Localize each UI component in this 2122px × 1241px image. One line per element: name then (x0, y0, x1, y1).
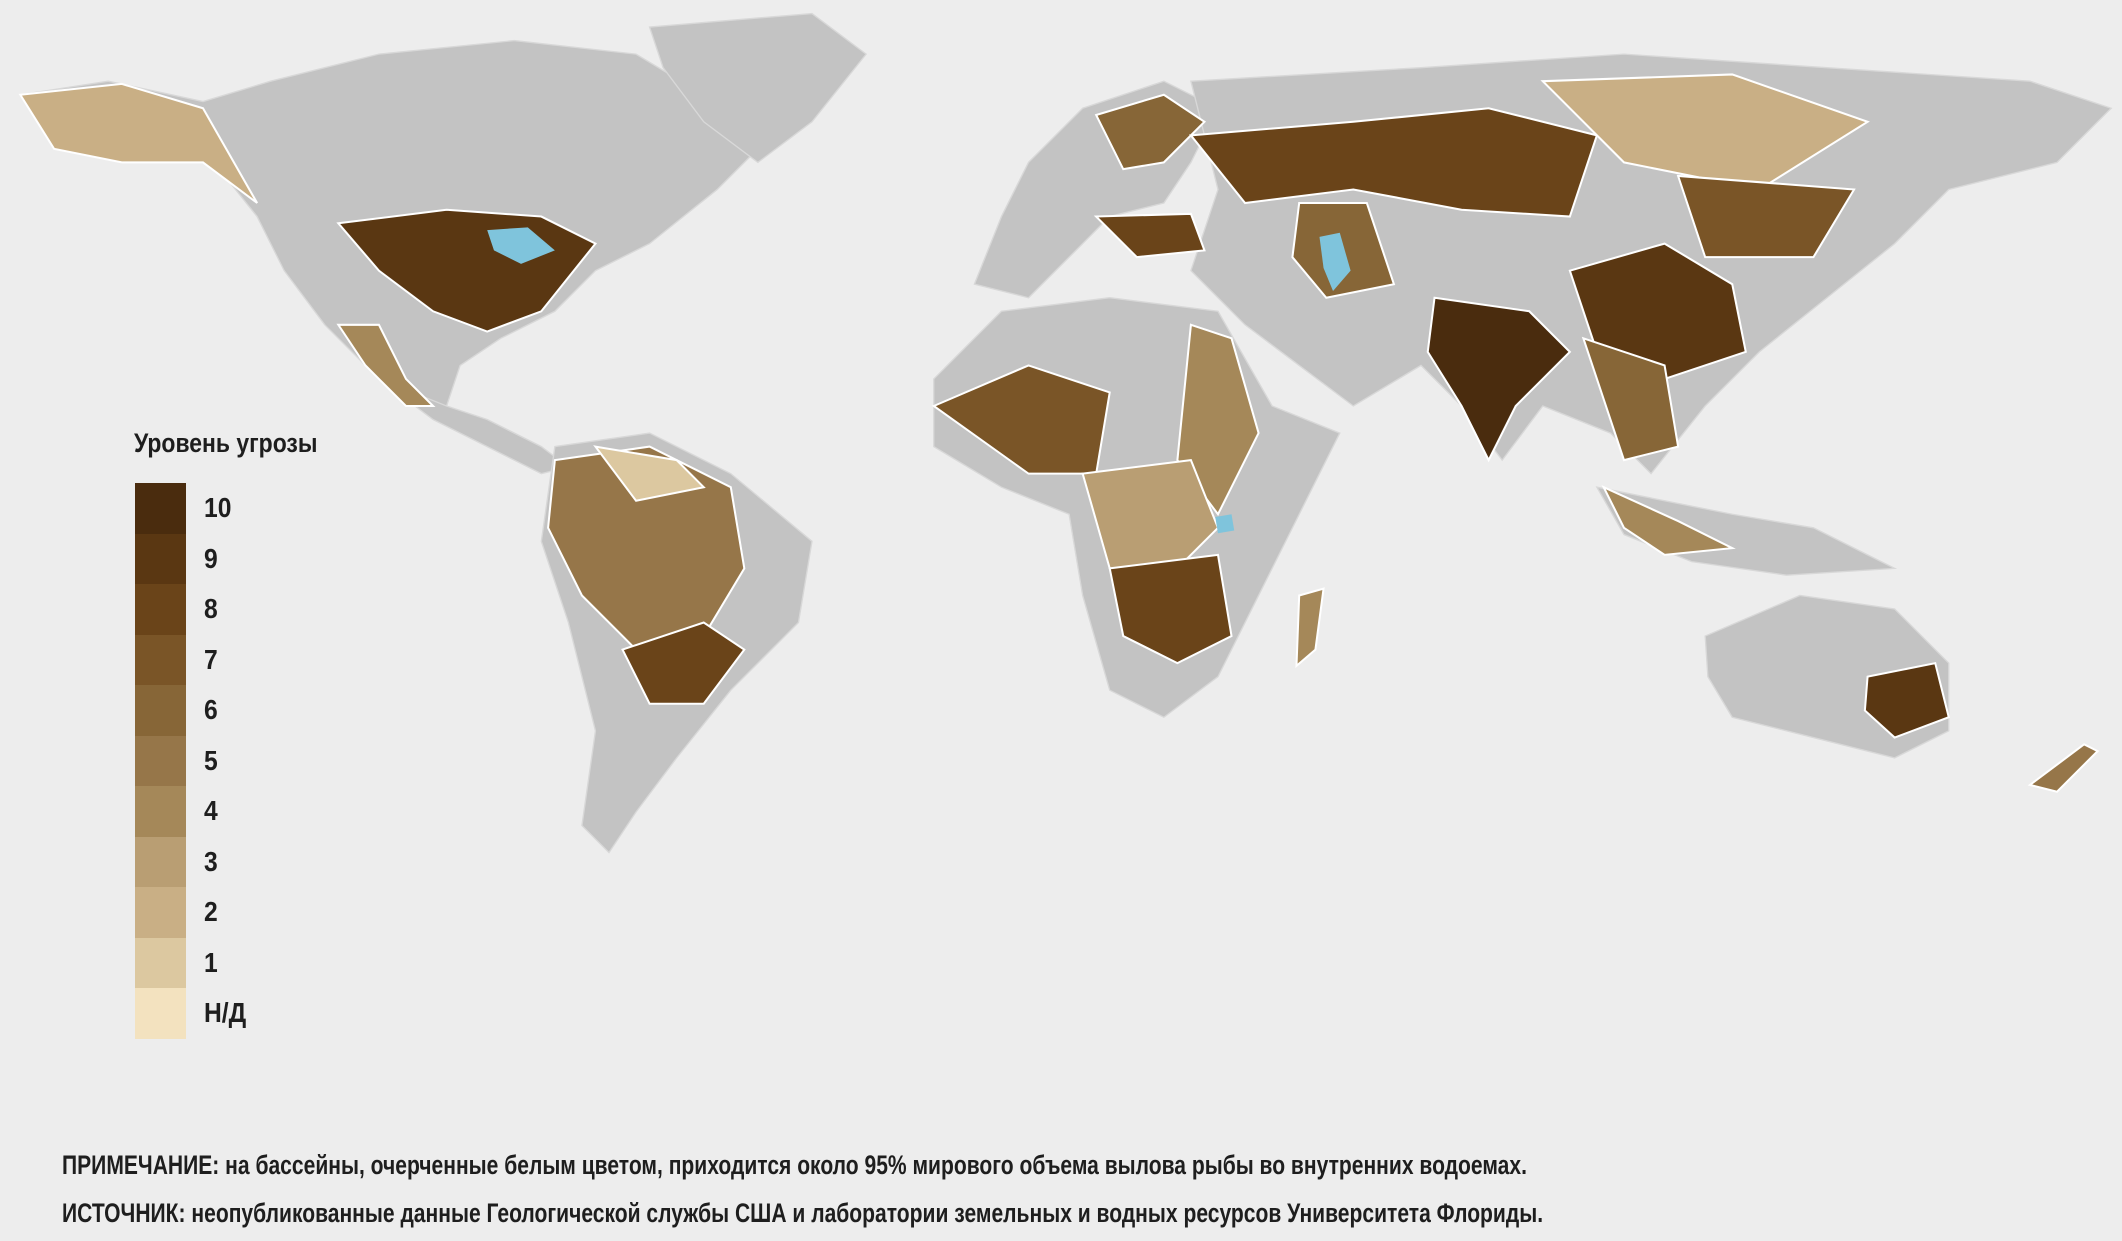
legend-swatch (135, 735, 186, 786)
legend-label: Н/Д (204, 997, 247, 1029)
legend-item: 5 (135, 735, 252, 786)
basin-amur-yellow (1676, 174, 1856, 259)
legend-label: 9 (204, 542, 218, 574)
basin-parana (621, 621, 746, 705)
basin-mekong (1581, 336, 1680, 462)
legend-item: 4 (135, 786, 252, 837)
legend-swatch (135, 937, 186, 988)
basin-niger (931, 364, 1111, 475)
legend-swatch (135, 887, 186, 938)
basin-volga-siberia (1188, 107, 1599, 218)
basin-zambezi (1108, 553, 1233, 665)
legend-item: 6 (135, 685, 252, 736)
basin-mongolia (1540, 73, 1870, 191)
legend-label: 5 (204, 744, 218, 776)
basin-orinoco (593, 445, 706, 502)
legend-item: 1 (135, 937, 252, 988)
legend-label: 8 (204, 593, 218, 625)
legend-swatch (135, 836, 186, 887)
basin-danube (1093, 212, 1206, 259)
basin-alaska (18, 82, 259, 204)
legend-item: 8 (135, 584, 252, 635)
threat-level-legend: 10 9 8 7 6 5 4 3 2 1 Н/Д (135, 483, 252, 1039)
legend-swatch (135, 584, 186, 635)
legend-label: 4 (204, 795, 218, 827)
lake-victoria (1215, 514, 1235, 534)
basin-new-zealand (2027, 743, 2100, 793)
legend-title: Уровень угрозы (134, 428, 318, 458)
great-lakes (487, 227, 555, 264)
basin-madagascar (1295, 587, 1325, 669)
caspian-sea (1319, 232, 1351, 291)
legend-swatch (135, 786, 186, 837)
basin-indonesia (1601, 485, 1736, 556)
legend-item: 9 (135, 533, 252, 584)
note-text: ПРИМЕЧАНИЕ: на бассейны, очерченные белы… (62, 1150, 1527, 1180)
basin-mexico (336, 323, 436, 408)
basin-scandinavia (1094, 93, 1207, 171)
legend-swatch (135, 685, 186, 736)
legend-label: 3 (204, 845, 218, 877)
legend-item: 10 (135, 483, 252, 534)
legend-swatch (135, 533, 186, 584)
legend-item: Н/Д (135, 988, 252, 1039)
legend-item: 3 (135, 836, 252, 887)
legend-swatch (135, 483, 186, 534)
source-text: ИСТОЧНИК: неопубликованные данные Геолог… (62, 1198, 1544, 1228)
legend-label: 10 (204, 492, 232, 524)
legend-label: 7 (204, 643, 218, 675)
legend-label: 6 (204, 694, 218, 726)
basin-nile (1176, 323, 1260, 517)
lakes (487, 227, 1351, 534)
basins (18, 73, 2100, 793)
legend-label: 1 (204, 946, 218, 978)
legend-item: 7 (135, 634, 252, 685)
legend-label: 2 (204, 896, 218, 928)
basin-congo (1081, 459, 1220, 570)
basin-india (1426, 296, 1572, 463)
legend-item: 2 (135, 887, 252, 938)
basin-murray-darling (1863, 661, 1950, 739)
legend-swatch (135, 634, 186, 685)
legend-swatch (135, 988, 186, 1039)
greenland (648, 12, 868, 164)
